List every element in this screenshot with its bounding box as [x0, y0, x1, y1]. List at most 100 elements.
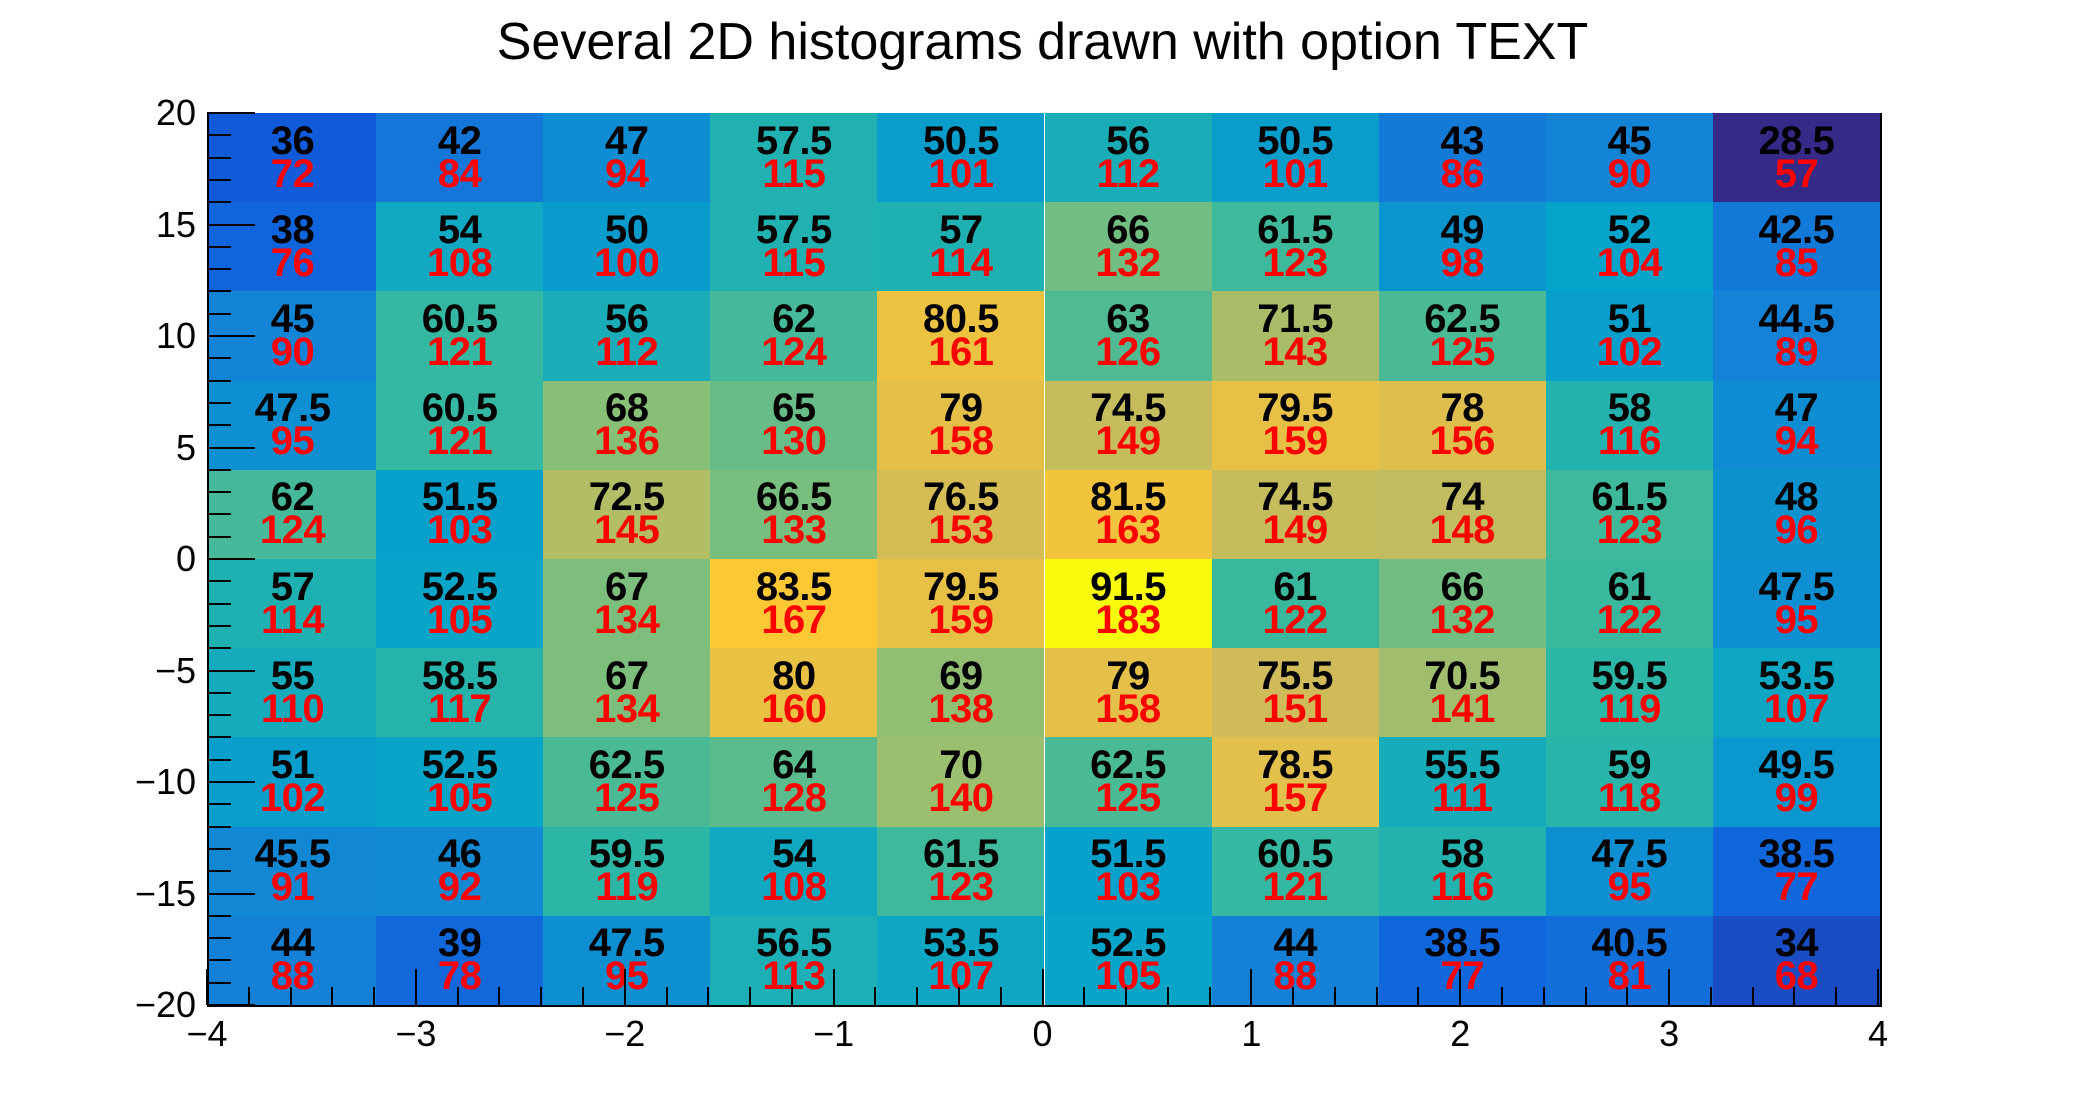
cell-value-red: 136 — [594, 419, 660, 464]
cell-value-black: 61 — [1607, 564, 1652, 609]
cell-value-red: 107 — [928, 954, 994, 999]
x-minor-tick — [665, 987, 668, 1005]
y-tick-label: 20 — [155, 92, 196, 133]
y-minor-tick — [207, 758, 231, 761]
cell-value-black: 91.5 — [1090, 564, 1166, 609]
cell-value-black: 61.5 — [1257, 207, 1334, 252]
y-minor-tick — [207, 268, 231, 271]
cell-value-black: 61.5 — [923, 832, 999, 877]
heatmap-cell: 44.5 89 — [1712, 291, 1880, 381]
cell-value-red: 95 — [270, 419, 315, 464]
cell-value-black: 75.5 — [1257, 653, 1334, 698]
cell-value-red: 153 — [928, 508, 994, 553]
y-tick-label: −10 — [134, 761, 196, 802]
heatmap-cell: 69 138 — [877, 648, 1045, 738]
cell-value-red: 132 — [1095, 240, 1161, 285]
cell-value-black: 39 — [437, 921, 482, 966]
cell-value-black: 76.5 — [923, 475, 999, 520]
cell-value-red: 148 — [1429, 508, 1496, 553]
x-minor-tick — [581, 987, 584, 1005]
cell-value-red: 101 — [1262, 151, 1329, 196]
y-tick-label: 15 — [155, 203, 196, 245]
x-minor-tick — [1626, 987, 1629, 1005]
cell-value-red: 124 — [761, 330, 827, 375]
cell-value-black: 62.5 — [1090, 743, 1166, 788]
cell-value-red: 158 — [928, 419, 994, 464]
cell-value-black: 59 — [1607, 743, 1652, 788]
cell-value-black: 62 — [270, 475, 315, 520]
cell-value-red: 128 — [761, 776, 827, 821]
cell-value-red: 112 — [595, 330, 659, 375]
cell-value-black: 55 — [270, 653, 315, 698]
cell-value-red: 160 — [761, 686, 827, 731]
heatmap-cell: 57 114 — [209, 559, 377, 649]
heatmap-cell: 47 94 — [1712, 380, 1880, 470]
cell-value-black: 57 — [270, 564, 315, 609]
cell-value-black: 28.5 — [1758, 118, 1835, 163]
y-minor-tick — [207, 825, 231, 828]
cell-value-red: 72 — [270, 151, 315, 196]
chart-title: Several 2D histograms drawn with option … — [496, 13, 1589, 71]
cell-value-black: 67 — [604, 653, 649, 698]
cell-value-red: 123 — [1262, 240, 1329, 285]
heatmap-cells: 36 72 42 84 47 94 57.5 115 50.5 101 56 112 50.5 101 43… — [209, 113, 1880, 1005]
heatmap-cell: 51.5 103 — [1044, 826, 1212, 916]
cell-value-black: 44 — [1273, 921, 1317, 966]
heatmap-cell: 42 84 — [376, 113, 544, 203]
heatmap-cell: 38.5 77 — [1378, 915, 1546, 1005]
heatmap-cell: 62.5 125 — [1044, 737, 1212, 827]
cell-value-black: 60.5 — [421, 297, 498, 342]
cell-value-black: 47 — [1774, 386, 1819, 431]
heatmap-cell: 78.5 157 — [1211, 737, 1379, 827]
cell-value-red: 143 — [1262, 330, 1329, 375]
y-minor-tick — [207, 424, 231, 427]
cell-value-red: 124 — [259, 508, 326, 553]
cell-value-red: 115 — [762, 240, 826, 285]
x-major-tick — [1041, 969, 1044, 1005]
x-minor-tick — [456, 987, 459, 1005]
cell-value-black: 58 — [1607, 386, 1652, 431]
cell-value-red: 123 — [928, 865, 994, 910]
cell-value-red: 57 — [1774, 151, 1819, 196]
cell-value-red: 98 — [1440, 240, 1484, 285]
cell-value-black: 81.5 — [1090, 475, 1166, 520]
cell-value-red: 149 — [1262, 508, 1329, 553]
x-tick-label: 0 — [1032, 1013, 1053, 1054]
heatmap-cell: 61 122 — [1545, 559, 1713, 649]
x-minor-tick — [790, 987, 793, 1005]
x-minor-tick — [1166, 987, 1169, 1005]
cell-value-black: 83.5 — [755, 564, 832, 609]
heatmap-cell: 40.5 81 — [1545, 915, 1713, 1005]
cell-value-red: 95 — [604, 954, 649, 999]
heatmap-cell: 81.5 163 — [1044, 469, 1212, 559]
x-minor-tick — [289, 987, 292, 1005]
heatmap-cell: 62 124 — [209, 469, 377, 559]
heatmap-cell: 59.5 119 — [1545, 648, 1713, 738]
heatmap-cell: 66 132 — [1378, 559, 1546, 649]
heatmap-cell: 79.5 159 — [1211, 380, 1379, 470]
cell-value-red: 130 — [761, 419, 827, 464]
cell-value-red: 96 — [1774, 508, 1819, 553]
cell-value-red: 121 — [427, 330, 493, 375]
cell-value-red: 149 — [1095, 419, 1161, 464]
heatmap-cell: 66 132 — [1044, 202, 1212, 292]
cell-value-red: 94 — [1774, 419, 1819, 464]
cell-value-black: 48 — [1774, 475, 1819, 520]
cell-value-black: 68 — [604, 386, 649, 431]
cell-value-black: 55.5 — [1424, 743, 1501, 788]
heatmap-cell: 71.5 143 — [1211, 291, 1379, 381]
cell-value-black: 54 — [772, 832, 816, 877]
cell-value-red: 183 — [1095, 597, 1161, 642]
cell-value-black: 52.5 — [421, 564, 498, 609]
heatmap-cell: 46 92 — [376, 826, 544, 916]
cell-value-red: 99 — [1774, 776, 1819, 821]
x-minor-tick — [1751, 987, 1754, 1005]
cell-value-red: 105 — [427, 776, 493, 821]
cell-value-black: 69 — [939, 653, 983, 698]
cell-value-black: 51.5 — [421, 475, 498, 520]
cell-value-black: 45 — [1607, 118, 1652, 163]
heatmap-cell: 38.5 77 — [1712, 826, 1880, 916]
heatmap-cell: 56 112 — [543, 291, 711, 381]
cell-value-red: 110 — [261, 686, 325, 731]
cell-value-red: 134 — [594, 686, 660, 731]
